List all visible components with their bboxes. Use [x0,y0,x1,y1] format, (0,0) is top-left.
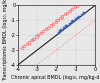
Point [47,27,49,28]
Point [81,1,82,2]
Point [69,10,71,11]
Point [42,31,44,32]
Point [75,18,77,20]
Point [77,17,78,18]
Point [71,9,73,10]
Point [65,26,67,27]
Point [72,20,74,22]
X-axis label: Chronic apical BMDL (log₁₀, mg/kg-d): Chronic apical BMDL (log₁₀, mg/kg-d) [11,75,100,80]
Point [66,25,68,27]
Point [62,16,63,17]
Point [84,12,85,13]
Point [81,14,82,15]
Point [71,21,73,23]
Point [31,40,32,41]
Point [74,6,76,8]
Point [58,32,59,34]
Point [52,23,54,25]
Point [38,34,39,36]
Point [57,20,58,21]
Point [23,45,25,47]
Point [64,27,65,29]
Point [60,17,61,19]
Point [28,42,30,43]
Point [36,36,37,37]
Point [21,47,23,48]
Point [79,3,80,4]
Point [78,16,80,18]
Point [45,28,47,30]
Point [60,30,61,32]
Point [64,14,66,15]
Point [61,30,62,31]
Point [69,23,71,24]
Point [76,5,78,6]
Point [40,32,42,34]
Point [50,25,52,26]
Point [66,12,68,14]
Point [33,38,34,39]
Y-axis label: Transcriptomic BMDL (log₁₀, mg/kg-d): Transcriptomic BMDL (log₁₀, mg/kg-d) [4,0,8,81]
Point [26,43,28,45]
Point [55,21,56,22]
